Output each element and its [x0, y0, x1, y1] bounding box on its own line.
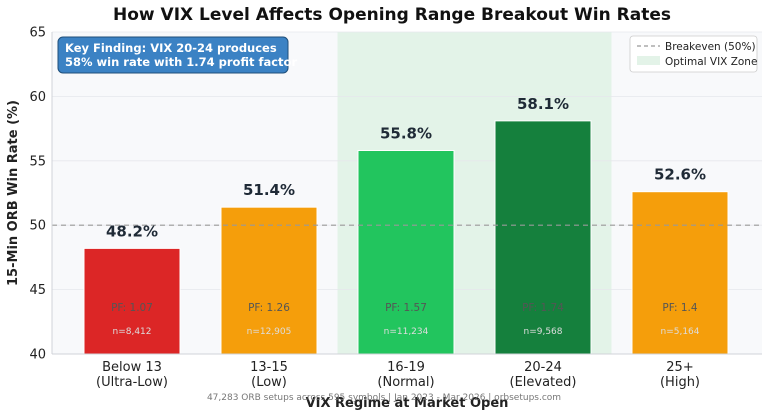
bar-value-label: 48.2%	[106, 222, 158, 240]
legend-zone-swatch	[637, 56, 660, 65]
y-axis-label: 15-Min ORB Win Rate (%)	[6, 100, 21, 286]
y-tick-label: 40	[29, 348, 46, 363]
y-tick-label: 65	[29, 26, 46, 41]
sample-size-label: n=9,568	[523, 327, 562, 337]
sample-size-label: n=12,905	[247, 327, 292, 337]
key-finding-callout: Key Finding: VIX 20-24 produces 58% win …	[57, 36, 297, 74]
y-tick-label: 45	[29, 283, 46, 298]
footer-note: 47,283 ORB setups across 595 symbols | J…	[207, 393, 561, 403]
x-tick-sublabel: (Normal)	[377, 375, 434, 390]
profit-factor-label: PF: 1.07	[111, 302, 153, 314]
bar-value-label: 51.4%	[243, 181, 295, 199]
sample-size-label: n=5,164	[660, 327, 699, 337]
legend-box	[629, 35, 758, 73]
x-tick-sublabel: (High)	[660, 375, 700, 390]
bar-value-label: 58.1%	[517, 95, 569, 113]
legend-zone-label: Optimal VIX Zone	[665, 56, 757, 68]
bar-layer	[83, 120, 729, 355]
bar	[220, 206, 318, 355]
sample-size-label: n=11,234	[384, 327, 429, 337]
sample-size-label: n=8,412	[112, 327, 151, 337]
x-axis-label: VIX Regime at Market Open	[306, 396, 509, 411]
bar	[357, 149, 455, 355]
profit-factor-label: PF: 1.57	[385, 302, 427, 314]
bar-value-label: 55.8%	[380, 124, 432, 142]
bar	[83, 247, 181, 355]
y-tick-label: 55	[29, 154, 46, 169]
bar-value-label: 52.6%	[654, 166, 706, 184]
x-tick-label: 25+	[666, 360, 693, 375]
axis-layer: 40 45 50 55 60 65 Below 13(Ultra-Low) 13-15(Low…	[29, 26, 762, 390]
x-tick-label: Below 13	[102, 360, 162, 375]
bar	[631, 191, 729, 355]
y-tick-label: 60	[29, 90, 46, 105]
callout-line-1: Key Finding: VIX 20-24 produces	[65, 41, 277, 55]
profit-factor-label: PF: 1.4	[662, 302, 697, 314]
x-tick-sublabel: (Elevated)	[510, 375, 577, 390]
legend: Breakeven (50%) Optimal VIX Zone	[629, 35, 758, 73]
label-layer: 48.2% PF: 1.07 n=8,412 51.4% PF: 1.26 n=12,90…	[106, 95, 706, 337]
x-tick-label: 20-24	[524, 360, 562, 375]
legend-breakeven-label: Breakeven (50%)	[665, 41, 756, 53]
chart-title: How VIX Level Affects Opening Range Brea…	[113, 5, 671, 25]
y-tick-label: 50	[29, 219, 46, 234]
profit-factor-label: PF: 1.74	[522, 302, 564, 314]
callout-box	[57, 36, 289, 74]
profit-factor-label: PF: 1.26	[248, 302, 290, 314]
x-tick-label: 13-15	[250, 360, 288, 375]
bar	[494, 120, 592, 355]
x-tick-sublabel: (Low)	[251, 375, 287, 390]
x-tick-sublabel: (Ultra-Low)	[96, 375, 168, 390]
callout-line-2: 58% win rate with 1.74 profit factor	[65, 55, 297, 69]
x-tick-label: 16-19	[387, 360, 425, 375]
